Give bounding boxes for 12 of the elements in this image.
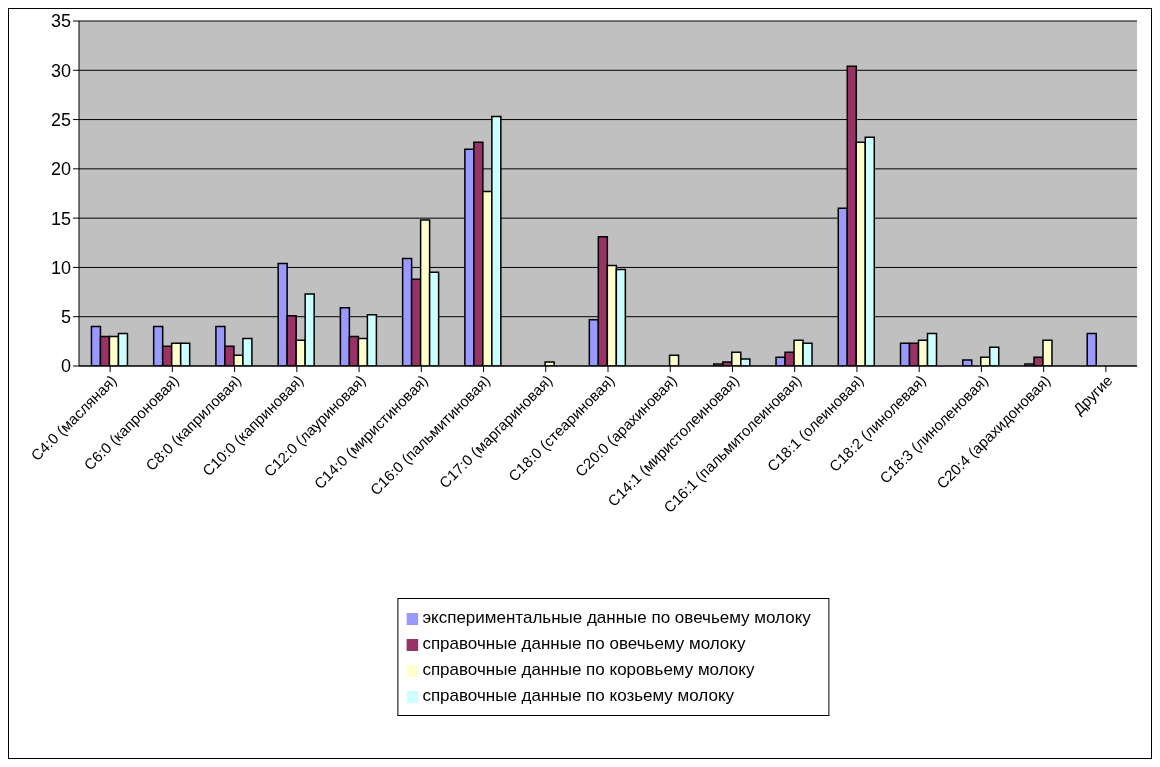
y-tick-label: 0	[60, 356, 71, 377]
legend-label: справочные данные по овечьему молоку	[422, 634, 746, 653]
y-tick-label: 25	[50, 109, 71, 130]
y-tick-label: 10	[50, 257, 71, 278]
legend-label: справочные данные по коровьему молоку	[422, 660, 755, 679]
y-tick-label: 35	[50, 11, 71, 32]
y-tick-label: 30	[50, 60, 71, 81]
legend-label: справочные данные по козьему молоку	[422, 686, 735, 705]
legend-label: экспериментальные данные по овечьему молоку	[422, 608, 811, 627]
y-tick-label: 5	[60, 307, 71, 328]
y-tick-label: 20	[50, 159, 71, 180]
y-tick-label: 15	[50, 208, 71, 229]
